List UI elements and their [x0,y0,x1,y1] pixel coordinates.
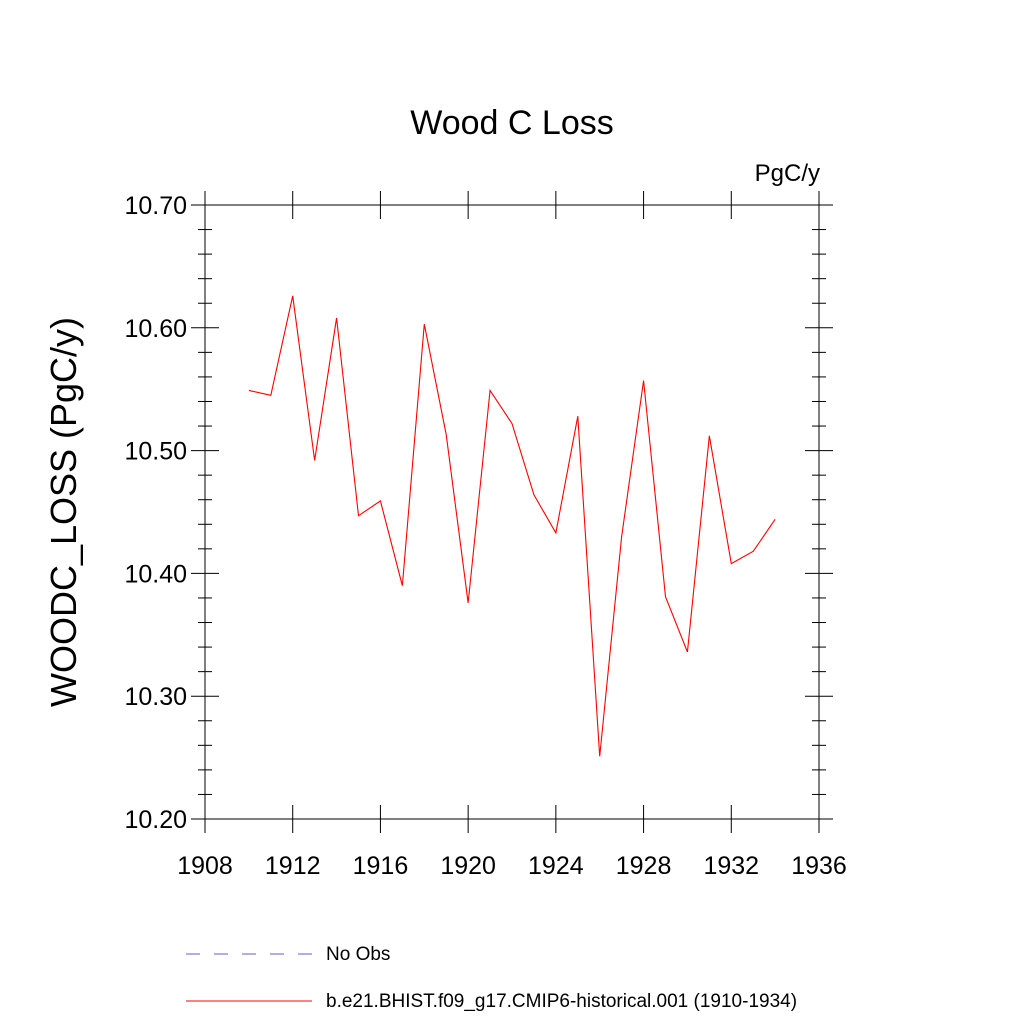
series-layer [248,295,776,757]
y-axis-label: WOODC_LOSS (PgC/y) [43,317,84,707]
chart-title: Wood C Loss [410,104,613,142]
x-tick-label: 1924 [528,852,584,880]
x-tick-label: 1916 [353,852,409,880]
y-tick-label: 10.30 [124,683,187,711]
legend: No Obs b.e21.BHIST.f09_g17.CMIP6-histori… [186,944,797,1012]
y-tick-labels: 10.20 10.30 10.40 10.50 10.60 10.70 [124,192,187,834]
plot-frame [204,204,820,820]
x-tick-label: 1920 [440,852,496,880]
legend-label-model: b.e21.BHIST.f09_g17.CMIP6-historical.001… [326,991,797,1012]
x-tick-labels: 1908 1912 1916 1920 1924 1928 1932 1936 [177,852,847,880]
units-label: PgC/y [755,160,820,187]
x-tick-label: 1932 [703,852,759,880]
legend-label-no-obs: No Obs [326,944,390,965]
y-tick-label: 10.50 [124,438,187,466]
y-tick-label: 10.60 [124,315,187,343]
x-tick-label: 1908 [177,852,233,880]
y-tick-label: 10.70 [124,192,187,220]
y-tick-label: 10.20 [124,806,187,834]
x-tick-label: 1936 [791,852,847,880]
axis-ticks [191,191,833,833]
y-tick-label: 10.40 [124,560,187,588]
series-line [248,295,776,757]
x-tick-label: 1912 [265,852,321,880]
x-tick-label: 1928 [616,852,672,880]
